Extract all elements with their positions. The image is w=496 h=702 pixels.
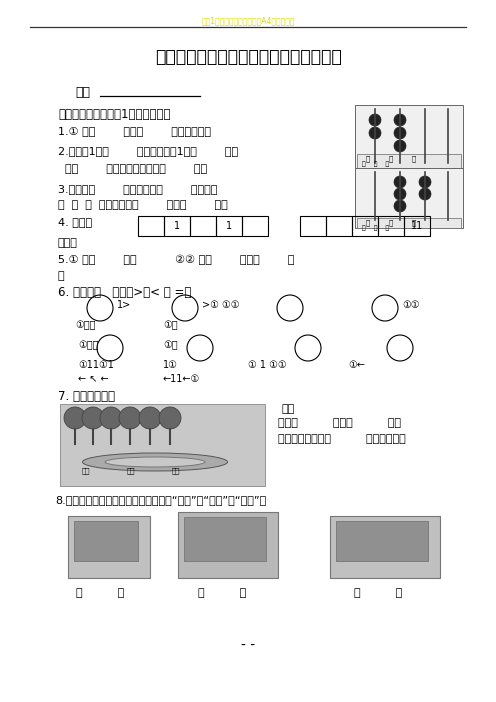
Text: 8.下面的电视机是从哪里看到的？（填“正面”、“侧面”或“后面”）: 8.下面的电视机是从哪里看到的？（填“正面”、“侧面”或“后面”） <box>55 495 266 505</box>
Text: 位    位    位: 位 位 位 <box>362 161 389 166</box>
Text: （          ）: （ ） <box>76 588 124 598</box>
Bar <box>178 512 278 578</box>
Bar <box>60 404 265 486</box>
Text: 4. 按规律: 4. 按规律 <box>58 217 92 227</box>
Circle shape <box>394 114 406 126</box>
Bar <box>326 216 352 236</box>
Bar <box>138 216 164 236</box>
Text: 小英: 小英 <box>127 467 135 474</box>
Bar <box>357 154 461 168</box>
Text: 7. 小小运动会。: 7. 小小运动会。 <box>58 390 115 403</box>
Bar <box>216 216 242 236</box>
Text: ① 1 ①①: ① 1 ①① <box>248 360 287 370</box>
Text: ①元: ①元 <box>163 320 178 330</box>
Circle shape <box>159 407 181 429</box>
Text: ←11←①: ←11←① <box>163 374 200 384</box>
Circle shape <box>139 407 161 429</box>
Bar <box>74 521 138 561</box>
Bar <box>68 516 150 578</box>
Text: 3.里面有（        ）个一，有（        ）个十；: 3.里面有（ ）个一，有（ ）个十； <box>58 184 217 194</box>
Text: >① ①①: >① ①① <box>202 300 240 310</box>
Circle shape <box>419 188 431 200</box>
Text: ①元一: ①元一 <box>75 320 96 330</box>
Text: 11: 11 <box>411 221 423 231</box>
Text: 十: 十 <box>389 219 393 225</box>
Text: 个: 个 <box>412 219 416 225</box>
Text: 个: 个 <box>412 155 416 161</box>
Text: ）面，在小英的（          ）面；小英的: ）面，在小英的（ ）面；小英的 <box>278 434 406 444</box>
Bar <box>242 216 268 236</box>
Ellipse shape <box>105 457 205 467</box>
Text: ①①: ①① <box>402 300 420 310</box>
Text: （          ）: （ ） <box>354 588 402 598</box>
Text: 1>: 1> <box>117 300 131 310</box>
Text: 1: 1 <box>174 221 180 231</box>
Text: 姓名: 姓名 <box>75 86 90 99</box>
Circle shape <box>394 200 406 212</box>
Circle shape <box>369 127 381 139</box>
Text: 6. 在下面（   ）里填>、< 或 =。: 6. 在下面（ ）里填>、< 或 =。 <box>58 286 191 299</box>
Text: ①11①1: ①11①1 <box>78 360 114 370</box>
Text: 填数：: 填数： <box>58 238 78 248</box>
Text: 小强: 小强 <box>82 467 90 474</box>
Bar <box>336 521 428 561</box>
Text: 位    位    位: 位 位 位 <box>362 225 389 230</box>
Bar <box>357 218 461 228</box>
Text: ①元一: ①元一 <box>78 340 99 350</box>
Text: ①←: ①← <box>348 360 365 370</box>
Circle shape <box>394 140 406 152</box>
Text: 百: 百 <box>366 219 370 225</box>
Bar <box>404 216 430 236</box>
Text: 百: 百 <box>366 155 370 161</box>
Text: 1.① 个（        ）和（        ）个一组成。: 1.① 个（ ）和（ ）个一组成。 <box>58 126 211 136</box>
Bar <box>190 216 216 236</box>
Bar <box>378 216 404 236</box>
Text: - -: - - <box>241 638 255 652</box>
Circle shape <box>82 407 104 429</box>
Text: 与  相  邻  的两个数是（        ）和（        ）。: 与 相 邻 的两个数是（ ）和（ ）。 <box>58 200 228 210</box>
Circle shape <box>394 176 406 188</box>
Ellipse shape <box>82 453 228 471</box>
Text: 5.① 元（        ）角           ②② 角（        ）元（        ）: 5.① 元（ ）角 ②② 角（ ）元（ ） <box>58 255 294 265</box>
Bar <box>355 105 463 170</box>
Circle shape <box>64 407 86 429</box>
Bar <box>352 216 378 236</box>
Bar <box>355 168 463 228</box>
Text: 1: 1 <box>226 221 232 231</box>
Text: 小学1年级下册期末考试试卷A4可直接打印: 小学1年级下册期末考试试卷A4可直接打印 <box>201 16 295 25</box>
Circle shape <box>394 188 406 200</box>
Text: 角: 角 <box>58 271 64 281</box>
Text: 2.里面的1在（        ）位上，表示1个（        ）；: 2.里面的1在（ ）位上，表示1个（ ）； <box>58 146 238 156</box>
Text: 1①: 1① <box>163 360 178 370</box>
Text: 一、填空。（每空堁1分，共一分）: 一、填空。（每空堁1分，共一分） <box>58 108 171 121</box>
Text: ①元: ①元 <box>163 340 178 350</box>
Circle shape <box>419 176 431 188</box>
Text: 在（        ）位上，表示一个（        ）。: 在（ ）位上，表示一个（ ）。 <box>58 164 207 174</box>
Bar <box>300 216 326 236</box>
Text: ）、（          ）和（          ）；: ）、（ ）和（ ）； <box>278 418 401 428</box>
Text: （          ）: （ ） <box>198 588 246 598</box>
Text: 小强: 小强 <box>282 404 295 414</box>
Circle shape <box>100 407 122 429</box>
Bar <box>330 516 440 578</box>
Circle shape <box>119 407 141 429</box>
Text: 小远: 小远 <box>172 467 181 474</box>
Text: 一年级数学试题下期末小学教学质量检测: 一年级数学试题下期末小学教学质量检测 <box>155 48 341 66</box>
Text: ← ↖ ←: ← ↖ ← <box>78 374 109 384</box>
Bar <box>184 517 266 561</box>
Circle shape <box>369 114 381 126</box>
Circle shape <box>394 127 406 139</box>
Bar <box>164 216 190 236</box>
Text: 十: 十 <box>389 155 393 161</box>
